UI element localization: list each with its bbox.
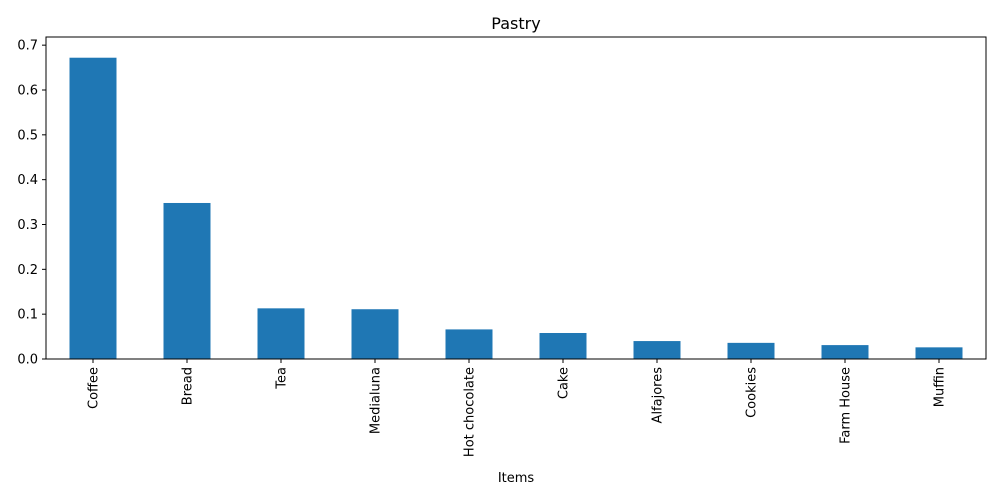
y-tick-label: 0.2 [17, 263, 38, 278]
x-tick-label: Tea [275, 367, 290, 390]
y-tick-label: 0.4 [17, 173, 38, 188]
y-tick-label: 0.1 [17, 308, 38, 323]
x-tick-label: Coffee [87, 367, 102, 409]
x-axis-label: Items [498, 471, 535, 486]
y-tick-label: 0.7 [17, 39, 38, 54]
x-tick-label: Muffin [933, 367, 948, 407]
bar-tea [257, 308, 305, 359]
x-tick-label: Farm House [839, 367, 854, 444]
y-tick-label: 0.5 [17, 128, 38, 143]
bar-alfajores [633, 341, 681, 359]
bar-cake [539, 332, 587, 359]
y-tick-label: 0.3 [17, 218, 38, 233]
bar-medialuna [351, 309, 399, 359]
y-axis: 0.0 0.1 0.2 0.3 0.4 0.5 0.6 0.7 [17, 39, 46, 368]
chart-title: Pastry [491, 14, 540, 33]
bar-muffin [915, 347, 963, 359]
x-tick-label: Medialuna [369, 367, 384, 434]
x-tick-label: Cake [557, 367, 572, 399]
x-tick-label: Hot chocolate [463, 367, 478, 457]
bars [69, 57, 963, 360]
bar-coffee [69, 57, 117, 360]
bar-farm-house [821, 345, 869, 359]
x-tick-label: Alfajores [651, 367, 666, 424]
bar-bread [163, 202, 211, 359]
bar-cookies [727, 342, 775, 359]
y-tick-label: 0.0 [17, 353, 38, 368]
plot-frame [45, 36, 987, 360]
y-tick-label: 0.6 [17, 83, 38, 98]
x-tick-label: Cookies [745, 367, 760, 418]
bar-hot-chocolate [445, 329, 493, 359]
x-tick-label: Bread [181, 367, 196, 405]
x-axis: Coffee Bread Tea Medialuna Hot chocolate Cake… [87, 359, 948, 457]
